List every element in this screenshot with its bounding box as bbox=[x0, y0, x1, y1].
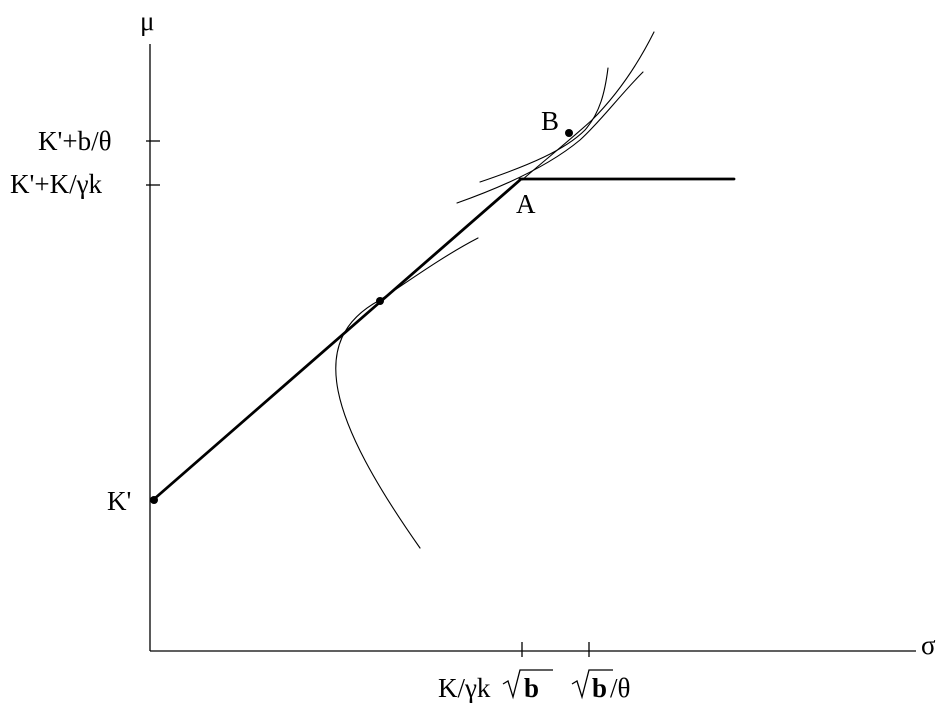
point-tangency bbox=[376, 297, 384, 305]
y-label-intercept: K' bbox=[107, 486, 131, 516]
lower-curve bbox=[335, 237, 479, 549]
point-k-prime bbox=[150, 496, 158, 504]
x-axis-symbol: σ bbox=[921, 630, 936, 660]
x-label-second-radicand: b bbox=[592, 673, 607, 703]
x-label-first-radicand: b bbox=[524, 673, 539, 703]
curve-through-a-lower bbox=[456, 71, 644, 204]
x-label-second-suffix: /θ bbox=[610, 673, 630, 703]
y-axis-symbol: μ bbox=[140, 6, 154, 36]
sqrt-sign-first bbox=[502, 669, 553, 700]
x-label-first-prefix: K/γk bbox=[438, 673, 491, 703]
point-b bbox=[565, 129, 573, 137]
y-label-upper: K'+b/θ bbox=[38, 126, 112, 156]
curve-through-b bbox=[521, 31, 655, 181]
point-a-label: A bbox=[516, 189, 536, 219]
y-label-lower: K'+K/γk bbox=[10, 169, 103, 199]
efficient-line bbox=[151, 178, 522, 502]
point-b-label: B bbox=[541, 106, 559, 136]
curve-through-a-upper bbox=[479, 67, 609, 183]
sqrt-sign-second bbox=[571, 669, 613, 700]
